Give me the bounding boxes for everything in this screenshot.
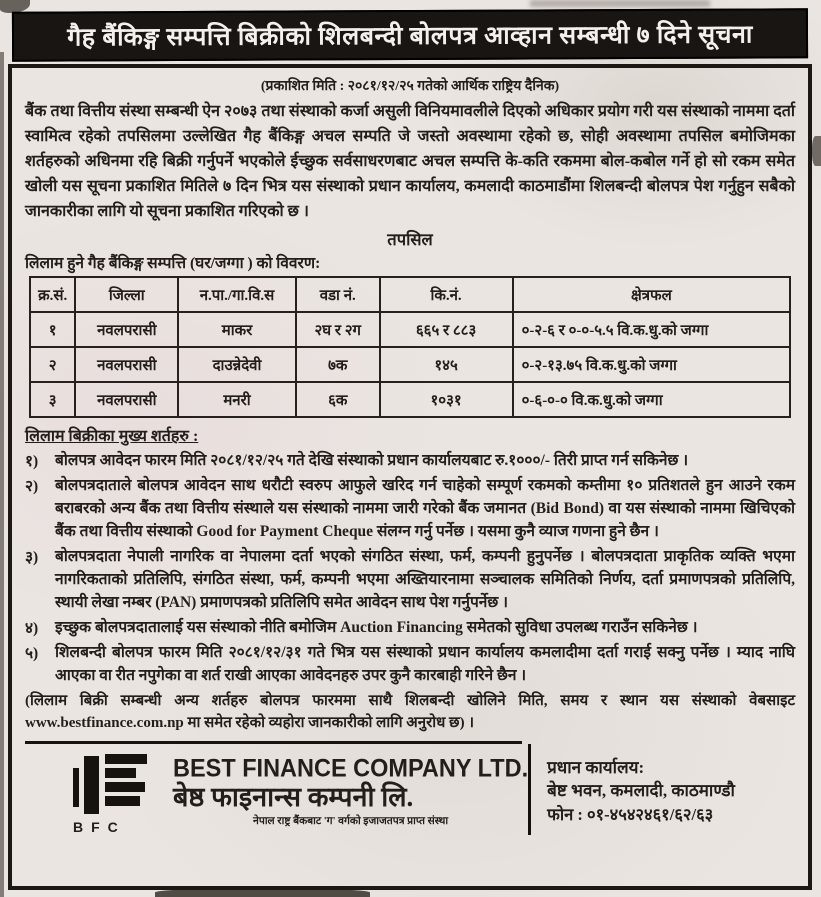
- cell-ward: २घ र २ग: [294, 311, 381, 348]
- condition-item: २) बोलपत्रदाताले बोलपत्र आवेदन साथ धरौटी…: [25, 474, 795, 543]
- cell-sn: ३: [28, 381, 77, 418]
- footer-address-block: प्रधान कार्यालय: बेष्ट भवन, कमलादी, काठम…: [531, 744, 795, 835]
- cell-plot: १०३१: [378, 381, 514, 418]
- notice-title-banner: गैह बैंकिङ्ग सम्पत्ति बिक्रीको शिलबन्दी …: [11, 8, 809, 62]
- condition-text: बोलपत्रदाताले बोलपत्र आवेदन साथ धरौटी स्…: [55, 477, 795, 540]
- condition-item: ३) बोलपत्रदाता नेपाली नागरिक वा नेपालमा …: [25, 545, 795, 614]
- company-name-nepali: बेष्ठ फाइनान्स कम्पनी लि.: [173, 782, 414, 812]
- intro-paragraph: बैंक तथा वित्तीय संस्था सम्बन्धी ऐन २०७३…: [25, 103, 795, 220]
- table-caption: लिलाम हुने गैह बैंकिङ्ग सम्पत्ति (घर/जग्…: [25, 255, 321, 272]
- cell-sn: २: [28, 346, 77, 383]
- condition-text: बोलपत्र आवेदन फारम मिति २०८१/१२/२५ गते द…: [55, 452, 689, 469]
- condition-text: शिलबन्दी बोलपत्र फारम मिति २०८१/१२/३१ गत…: [55, 644, 795, 684]
- cell-municipality: माकर: [177, 311, 297, 348]
- condition-text: बोलपत्रदाता नेपाली नागरिक वा नेपालमा दर्…: [55, 548, 795, 611]
- table-row: ३ नवलपरासी मनरी ६क १०३१ ०-६-०-० वि.क.धु.…: [28, 381, 792, 418]
- condition-number: ४): [25, 620, 39, 637]
- logo-bar: [73, 768, 79, 807]
- notice-title: गैह बैंकिङ्ग सम्पत्ति बिक्रीको शिलबन्दी …: [67, 21, 753, 52]
- notice-body-box: (प्रकाशित मिति : २०८१/१२/२५ गतेको आर्थिक…: [8, 64, 812, 890]
- company-names: BEST FINANCE COMPANY LTD. बेष्ठ फाइनान्स…: [173, 753, 528, 835]
- scan-smudge: [0, 0, 30, 13]
- head-office-label: प्रधान कार्यालय:: [547, 758, 645, 777]
- cell-ward: ७क: [294, 346, 381, 383]
- bfc-logo-bars-icon: [71, 753, 159, 817]
- head-office-address: बेष्ट भवन, कमलादी, काठमाण्डौ: [547, 781, 735, 800]
- bfc-logo-icon: BFC: [71, 753, 159, 835]
- cell-municipality: मनरी: [177, 381, 297, 418]
- property-table: क्र.सं. जिल्ला न.पा./गा.वि.स वडा नं. कि.…: [28, 276, 792, 418]
- footer: BFC BEST FINANCE COMPANY LTD. बेष्ठ फाइन…: [25, 744, 795, 835]
- cell-area: ०-२-६ र ०-०-५.५ वि.क.धु.को जग्गा: [511, 311, 792, 348]
- table-row: २ नवलपरासी दाउन्नेदेवी ७क १४५ ०-२-१३.७५ …: [28, 346, 792, 383]
- footer-vertical-divider: [528, 744, 532, 835]
- cell-ward: ६क: [294, 381, 381, 418]
- cell-area: ०-६-०-० वि.क.धु.को जग्गा: [511, 381, 792, 418]
- company-name-english: BEST FINANCE COMPANY LTD.: [173, 754, 529, 782]
- license-tagline: नेपाल राष्ट्र बैंकबाट 'ग' वर्गको इजाजतपत…: [253, 816, 449, 827]
- logo-bar: [84, 756, 99, 814]
- logo-bfc-text: BFC: [73, 819, 126, 835]
- col-header-district: जिल्ला: [74, 276, 180, 313]
- condition-number: १): [25, 453, 39, 470]
- closing-note: (लिलाम बिक्री सम्बन्धी अन्य शर्तहरु बोलप…: [25, 693, 795, 731]
- condition-text: इच्छुक बोलपत्रदातालाई यस संस्थाको नीति ब…: [55, 619, 698, 636]
- cell-district: नवलपरासी: [74, 311, 180, 348]
- scan-edge-shadow: [0, 52, 4, 897]
- condition-item: ४) इच्छुक बोलपत्रदातालाई यस संस्थाको नीत…: [25, 616, 795, 639]
- col-header-plot: कि.नं.: [378, 276, 514, 313]
- condition-item: १) बोलपत्र आवेदन फारम मिति २०८१/१२/२५ गत…: [25, 449, 795, 472]
- condition-item: ५) शिलबन्दी बोलपत्र फारम मिति २०८१/१२/३१…: [25, 641, 795, 687]
- scan-smudge: [530, 0, 710, 7]
- cell-sn: १: [28, 311, 77, 348]
- scan-smudge: [812, 136, 821, 166]
- col-header-municipality: न.पा./गा.वि.स: [177, 276, 297, 313]
- cell-district: नवलपरासी: [74, 381, 180, 418]
- cell-area: ०-२-१३.७५ वि.क.धु.को जग्गा: [511, 346, 792, 383]
- condition-number: ५): [25, 645, 39, 662]
- col-header-area: क्षेत्रफल: [511, 276, 792, 313]
- condition-number: ३): [25, 549, 39, 566]
- condition-number: २): [25, 478, 39, 495]
- table-row: १ नवलपरासी माकर २घ र २ग ६६५ र ८८३ ०-२-६ …: [28, 311, 792, 348]
- table-header-row: क्र.सं. जिल्ला न.पा./गा.वि.स वडा नं. कि.…: [28, 276, 792, 313]
- cell-municipality: दाउन्नेदेवी: [177, 346, 297, 383]
- footer-separator-line: [25, 741, 522, 744]
- published-date-line: (प्रकाशित मिति : २०८१/१२/२५ गतेको आर्थिक…: [260, 79, 560, 94]
- col-header-ward: वडा नं.: [294, 276, 381, 313]
- cell-plot: ६६५ र ८८३: [378, 311, 514, 348]
- phone-number: फोन : ०१-४५४२४६१/६२/६३: [547, 805, 714, 824]
- tapasil-heading: तपसिल: [387, 230, 433, 249]
- conditions-heading: लिलाम बिक्रीका मुख्य शर्तहरु :: [25, 428, 199, 445]
- cell-district: नवलपरासी: [74, 346, 180, 383]
- logo-e-bars: [105, 754, 147, 806]
- cell-plot: १४५: [378, 346, 514, 383]
- scan-smudge: [155, 888, 370, 897]
- col-header-sn: क्र.सं.: [28, 276, 77, 313]
- footer-company-block: BFC BEST FINANCE COMPANY LTD. बेष्ठ फाइन…: [25, 744, 528, 835]
